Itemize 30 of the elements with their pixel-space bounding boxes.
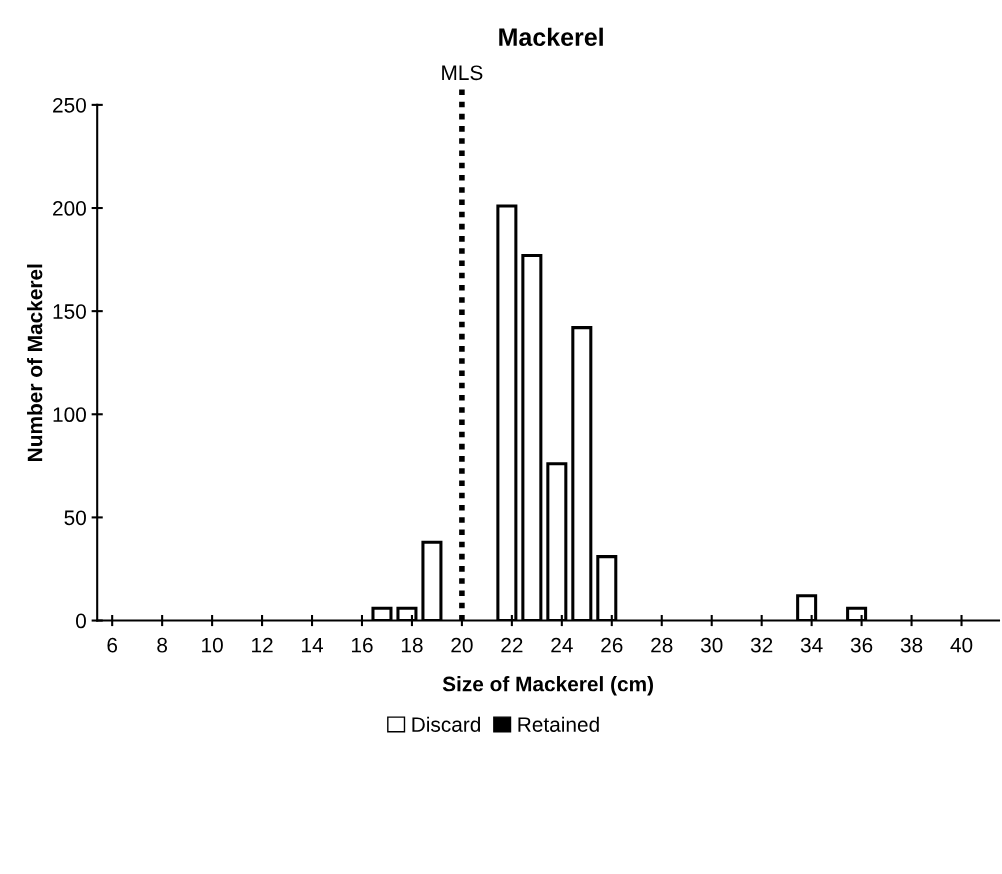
y-tick-label: 250 [53,97,86,113]
x-tick-label: 20 [451,637,473,653]
y-axis-title: Number of Mackerel [27,264,43,461]
x-tick-label: 32 [750,637,773,653]
x-tick-label: 22 [501,637,523,653]
legend-label: Discard [412,716,481,732]
y-tick-label: 0 [76,613,86,629]
ref-line-label: MLS [442,65,483,81]
x-tick-label: 14 [302,637,324,653]
x-tick-label: 30 [700,637,723,653]
chart-title: Mackerel [499,27,603,47]
x-axis-title: Size of Mackerel (cm) [442,676,654,696]
y-tick-label: 50 [64,510,86,526]
legend-label: Retained [518,716,599,732]
y-tick-label: 200 [53,201,86,216]
x-tick-label: 18 [401,637,423,653]
x-tick-label: 38 [900,637,923,653]
x-tick-label: 40 [950,637,973,653]
x-tick-label: 6 [107,637,118,653]
y-tick-label: 100 [53,407,86,423]
x-tick-label: 8 [157,637,168,653]
x-tick-label: 16 [351,637,373,653]
x-tick-label: 24 [551,637,573,653]
x-tick-label: 34 [800,637,823,653]
x-tick-label: 28 [651,637,673,653]
y-tick-label: 150 [53,304,86,319]
x-tick-label: 12 [252,637,273,653]
x-tick-label: 26 [601,637,623,653]
x-tick-label: 36 [850,637,873,653]
x-tick-label: 10 [202,637,223,653]
